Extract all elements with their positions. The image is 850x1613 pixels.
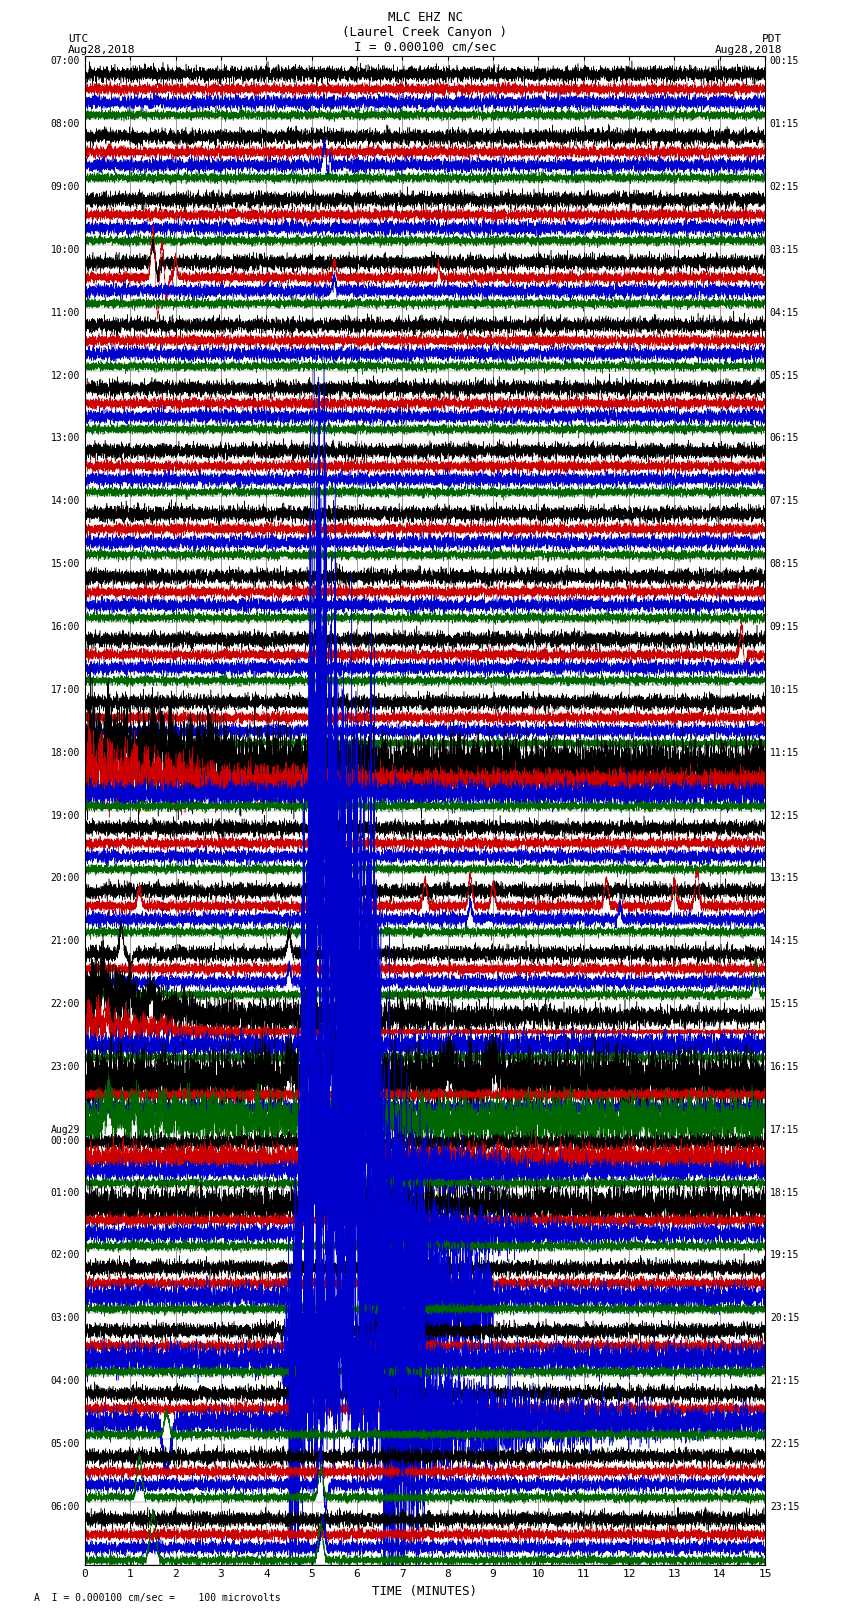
Text: Aug28,2018: Aug28,2018 [715,45,782,55]
Text: Aug28,2018: Aug28,2018 [68,45,135,55]
Text: PDT: PDT [762,34,782,44]
Title: MLC EHZ NC
(Laurel Creek Canyon )
I = 0.000100 cm/sec: MLC EHZ NC (Laurel Creek Canyon ) I = 0.… [343,11,507,53]
Text: A  I = 0.000100 cm/sec =    100 microvolts: A I = 0.000100 cm/sec = 100 microvolts [34,1594,280,1603]
Text: UTC: UTC [68,34,88,44]
X-axis label: TIME (MINUTES): TIME (MINUTES) [372,1586,478,1598]
